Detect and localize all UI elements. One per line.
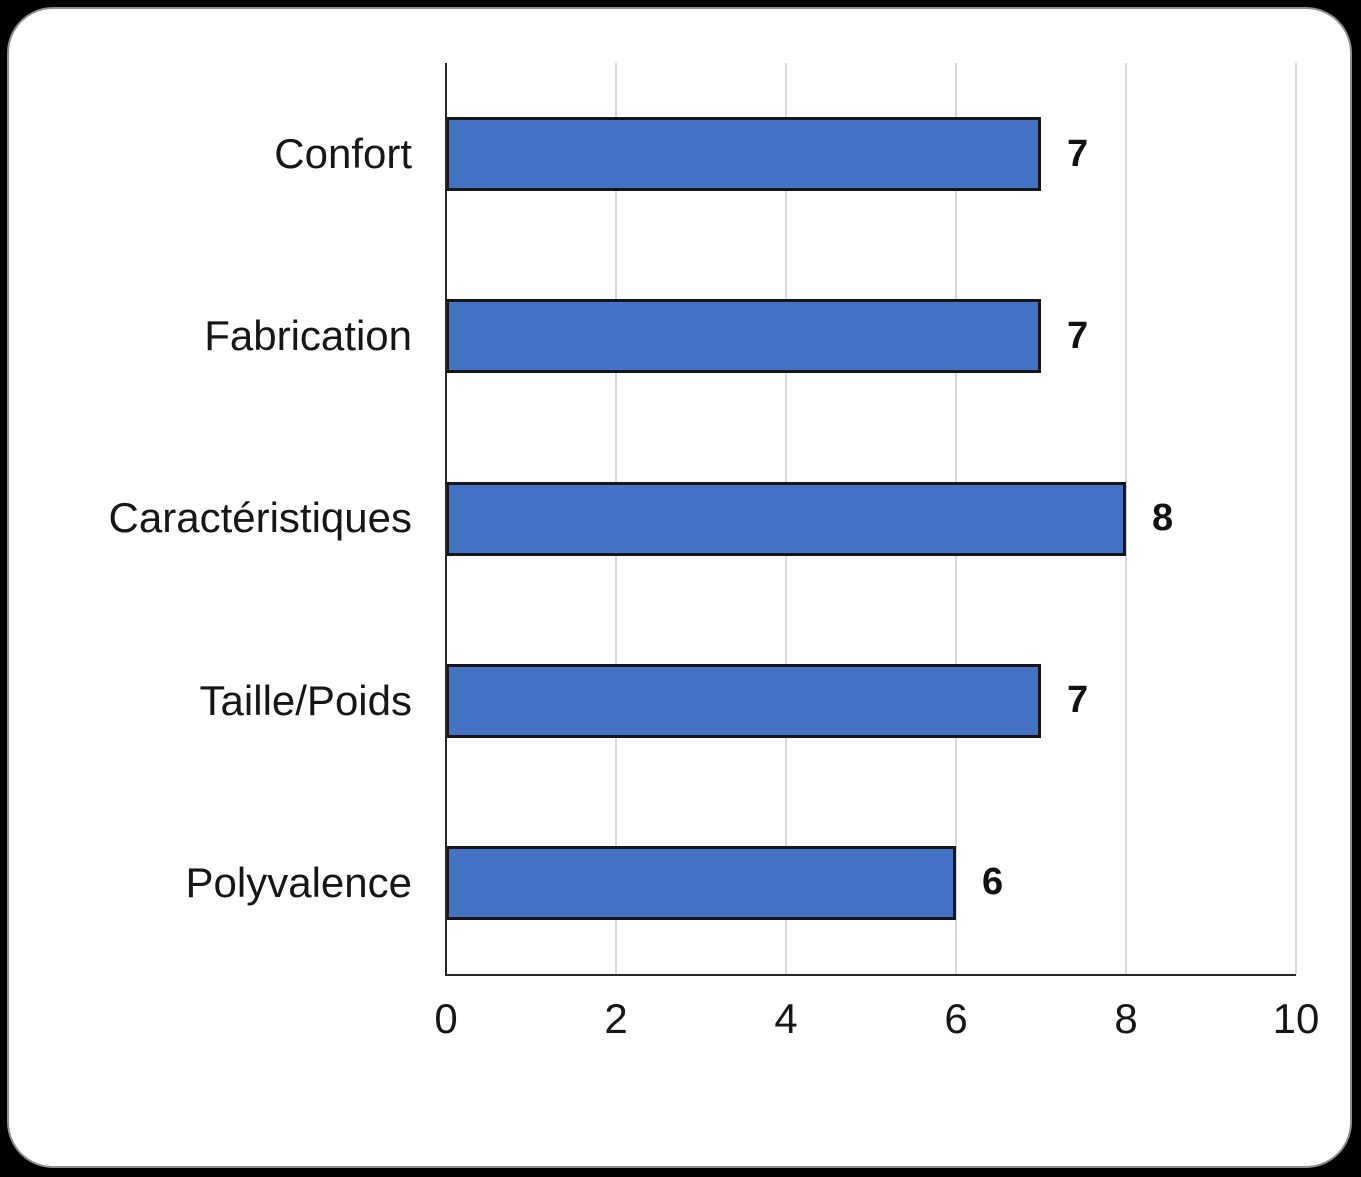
value-label-1: 7 bbox=[1067, 314, 1089, 357]
x-axis-line bbox=[445, 974, 1296, 976]
category-label-0: Confort bbox=[274, 130, 412, 178]
gridline-x-10 bbox=[1295, 63, 1297, 974]
x-tick-label-10: 10 bbox=[1272, 995, 1320, 1042]
bar-2 bbox=[446, 481, 1126, 556]
x-tick-label-0: 0 bbox=[434, 995, 458, 1042]
bar-0 bbox=[446, 117, 1041, 192]
x-tick-label-8: 8 bbox=[1114, 995, 1138, 1042]
category-label-2: Caractéristiques bbox=[108, 494, 412, 542]
bar-4 bbox=[446, 845, 956, 920]
bar-1 bbox=[446, 299, 1041, 374]
category-label-3: Taille/Poids bbox=[199, 676, 412, 724]
value-label-3: 7 bbox=[1067, 679, 1089, 722]
x-tick-label-2: 2 bbox=[604, 995, 628, 1042]
value-label-4: 6 bbox=[982, 861, 1004, 904]
x-tick-label-4: 4 bbox=[774, 995, 798, 1042]
y-axis-line bbox=[445, 63, 447, 976]
value-label-0: 7 bbox=[1067, 132, 1089, 175]
value-label-2: 8 bbox=[1152, 496, 1174, 539]
x-tick-label-6: 6 bbox=[944, 995, 968, 1042]
plot-area bbox=[446, 63, 1297, 974]
category-label-1: Fabrication bbox=[204, 312, 412, 360]
gridline-x-8 bbox=[1125, 63, 1127, 974]
category-label-4: Polyvalence bbox=[185, 858, 412, 906]
bar-3 bbox=[446, 663, 1041, 738]
chart-card: Confort Fabrication Caractéristiques Taille… bbox=[7, 7, 1352, 1168]
